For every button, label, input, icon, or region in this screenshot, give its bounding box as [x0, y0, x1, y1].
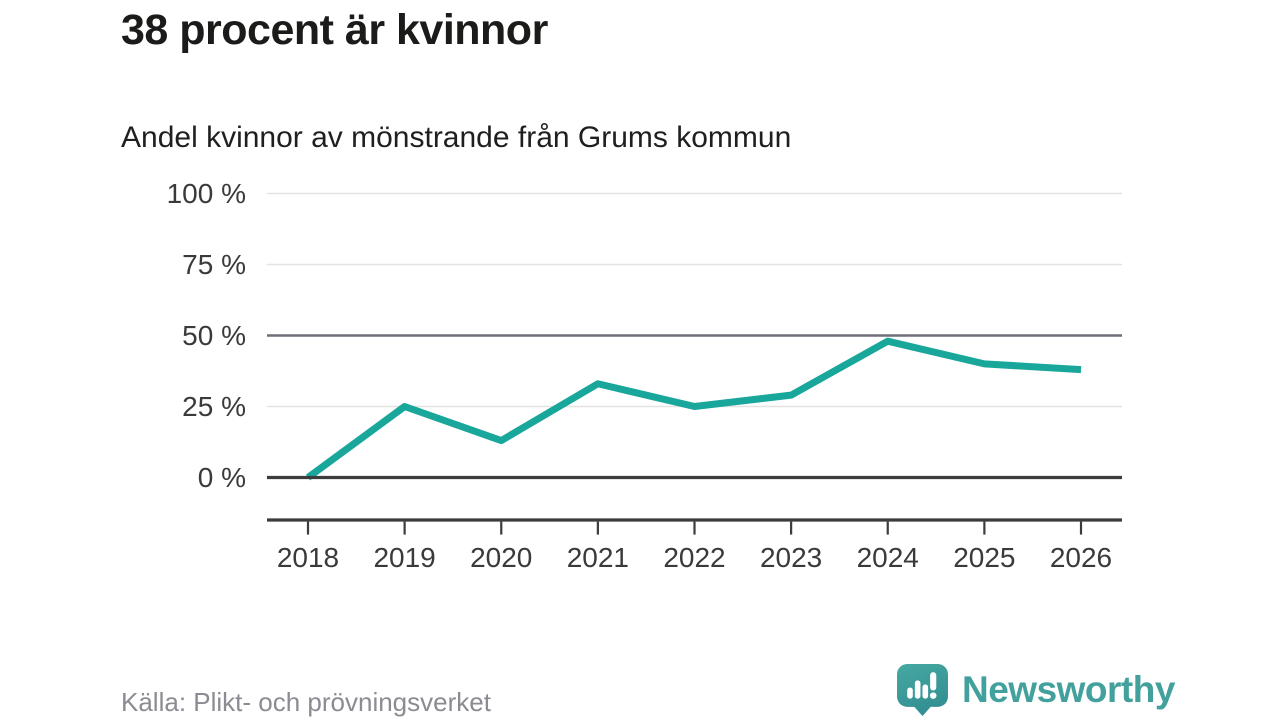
x-tick-label: 2024: [857, 542, 919, 573]
x-tick-label: 2019: [373, 542, 435, 573]
x-tick-label: 2026: [1050, 542, 1112, 573]
x-tick-label: 2021: [567, 542, 629, 573]
y-axis-labels: 0 % 25 % 50 % 75 % 100 %: [167, 178, 246, 493]
logo-bar-1: [907, 687, 913, 699]
source-note: Källa: Plikt- och prövningsverket: [121, 687, 491, 717]
logo-exclamation-stroke: [930, 672, 937, 691]
x-axis-labels: 2018 2019 2020 2021 2022 2023 2024 2025 2026: [277, 542, 1112, 573]
x-tick-label: 2020: [470, 542, 532, 573]
chart-subtitle: Andel kvinnor av mönstrande från Grums k…: [121, 121, 792, 154]
bar-chart-speech-bubble-icon: [897, 664, 948, 716]
x-tick-label: 2022: [663, 542, 725, 573]
logo-bar-3: [922, 684, 929, 699]
newsworthy-logo: Newsworthy: [896, 663, 1175, 716]
x-tick-label: 2018: [277, 542, 339, 573]
gridlines: [267, 192, 1122, 408]
y-tick-label: 0 %: [198, 462, 246, 493]
y-tick-label: 25 %: [182, 391, 246, 422]
y-tick-label: 75 %: [182, 249, 246, 280]
x-tick-label: 2025: [953, 542, 1015, 573]
x-tick-label: 2023: [760, 542, 822, 573]
logo-exclamation-dot: [929, 692, 937, 699]
x-axis-ticks: [306, 521, 1083, 535]
newsworthy-wordmark: Newsworthy: [962, 668, 1175, 710]
y-tick-label: 100 %: [167, 178, 246, 209]
data-line-andel-kvinnor-av-mönstrande: [305, 337, 1082, 481]
logo-bar-2: [914, 680, 921, 699]
y-tick-label: 50 %: [182, 320, 246, 351]
chart-title: 38 procent är kvinnor: [121, 6, 548, 54]
